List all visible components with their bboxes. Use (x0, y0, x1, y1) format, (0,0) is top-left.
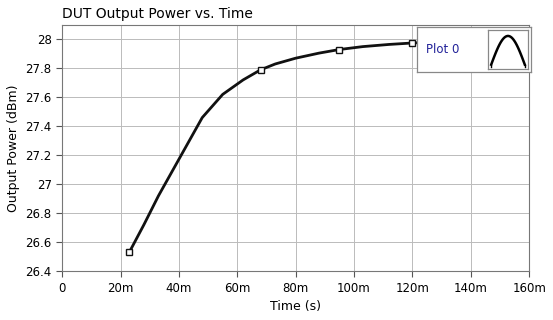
Text: DUT Output Power vs. Time: DUT Output Power vs. Time (62, 7, 253, 21)
Y-axis label: Output Power (dBm): Output Power (dBm) (7, 84, 20, 212)
X-axis label: Time (s): Time (s) (270, 300, 321, 313)
